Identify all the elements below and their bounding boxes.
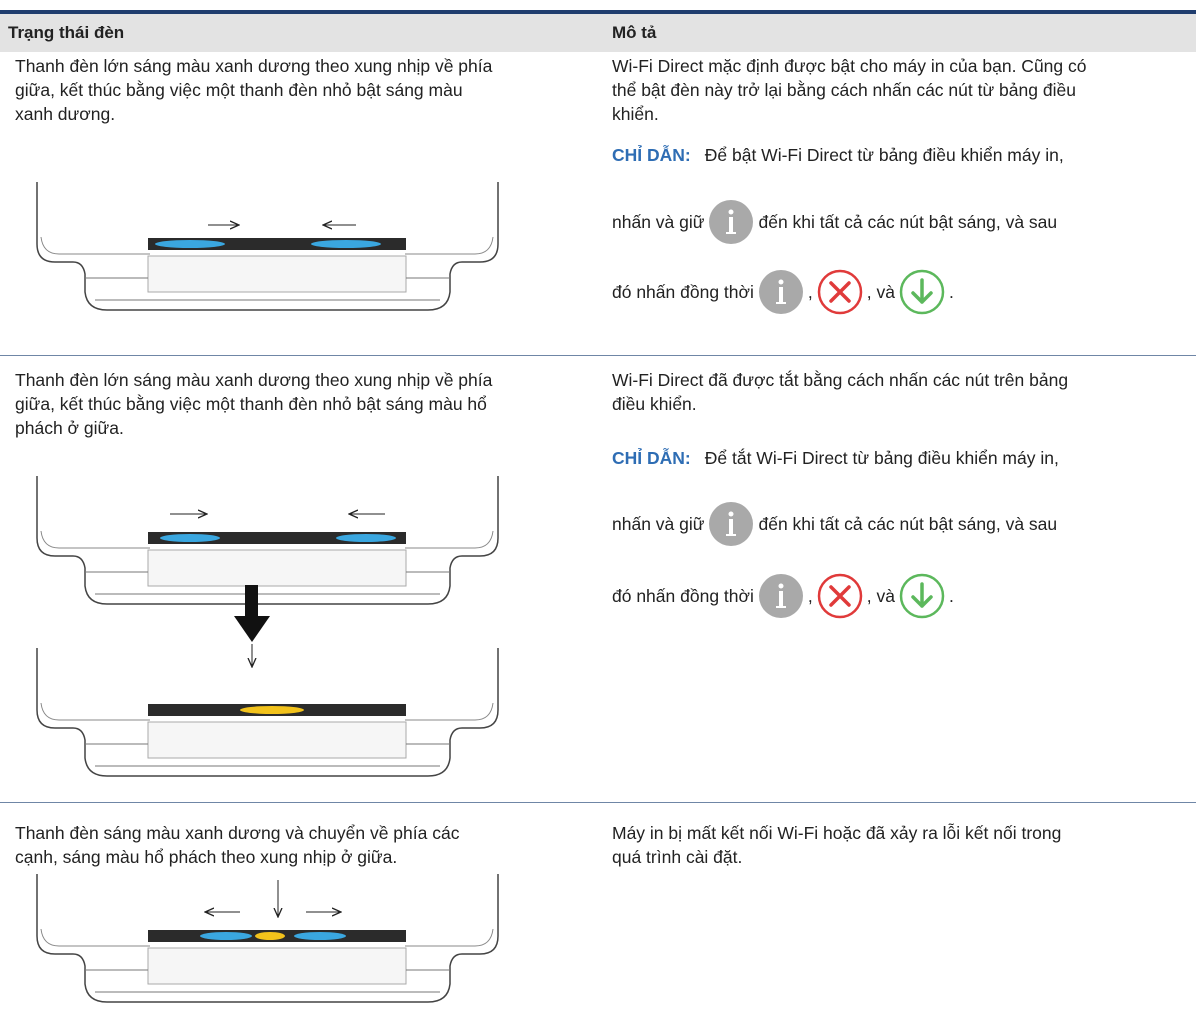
description-text: Wi-Fi Direct mặc định được bật cho máy i…	[612, 56, 1087, 76]
status-text: giữa, kết thúc bằng việc một thanh đèn n…	[15, 394, 487, 414]
note-text: đến khi tất cả các nút bật sáng, và sau	[758, 211, 1058, 232]
note-text: Để bật Wi-Fi Direct từ bảng điều khiển m…	[704, 144, 1064, 165]
note-line: CHỈ DẪN: Để tắt Wi-Fi Direct từ bảng điều…	[612, 433, 1059, 483]
description-text: Wi-Fi Direct đã được tắt bằng cách nhấn …	[612, 370, 1069, 390]
note-text: Để tắt Wi-Fi Direct từ bảng điều khiển m…	[704, 447, 1059, 468]
status-text: Thanh đèn lớn sáng màu xanh dương theo x…	[15, 56, 493, 76]
note-text: , và	[866, 281, 895, 302]
note-text: .	[948, 585, 954, 606]
note-text: nhấn và giữ	[612, 211, 705, 232]
note-text: ,	[807, 281, 813, 302]
status-text: Thanh đèn lớn sáng màu xanh dương theo x…	[15, 370, 493, 390]
header-cell: Trạng thái đèn	[8, 23, 125, 42]
note-line: đó nhấn đồng thời, , và.	[612, 267, 954, 317]
note-line: CHỈ DẪN: Để bật Wi-Fi Direct từ bảng điều…	[612, 130, 1064, 180]
cancel-button-icon	[817, 269, 862, 315]
note-label: CHỈ DẪN:	[612, 144, 691, 165]
header-cell: Mô tả	[612, 23, 657, 42]
note-text: đến khi tất cả các nút bật sáng, và sau	[758, 513, 1058, 534]
printer-illustration	[37, 182, 498, 310]
resume-button-icon	[899, 269, 945, 315]
resume-button-icon	[899, 573, 945, 619]
printer-illustration	[37, 874, 498, 1002]
info-button-icon	[758, 270, 803, 314]
info-button-icon	[709, 200, 754, 244]
status-text: phách ở giữa.	[15, 418, 124, 438]
info-button-icon	[709, 502, 754, 546]
printer-illustration	[37, 476, 498, 776]
note-text: nhấn và giữ	[612, 513, 705, 534]
note-text: , và	[866, 585, 895, 606]
note-line: nhấn và giữ đến khi tất cả các nút bật sá…	[612, 197, 1057, 247]
status-text: giữa, kết thúc bằng việc một thanh đèn n…	[15, 80, 463, 100]
description-text: khiển.	[612, 104, 659, 124]
note-text: đó nhấn đồng thời	[612, 281, 754, 302]
table-top-border	[0, 10, 1196, 14]
row-separator	[0, 802, 1196, 803]
note-line: nhấn và giữ đến khi tất cả các nút bật sá…	[612, 499, 1057, 549]
cancel-button-icon	[817, 573, 862, 619]
info-button-icon	[758, 574, 803, 618]
description-text: quá trình cài đặt.	[612, 847, 743, 867]
description-text: thể bật đèn này trở lại bằng cách nhấn c…	[612, 80, 1076, 100]
description-text: Máy in bị mất kết nối Wi-Fi hoặc đã xảy …	[612, 823, 1062, 843]
table-header	[0, 14, 1196, 52]
row-separator	[0, 355, 1196, 356]
note-text: ,	[807, 585, 813, 606]
status-text: Thanh đèn sáng màu xanh dương và chuyển …	[15, 823, 460, 843]
status-text: xanh dương.	[15, 104, 116, 124]
note-text: .	[948, 281, 954, 302]
note-label: CHỈ DẪN:	[612, 447, 691, 468]
description-text: điều khiển.	[612, 394, 697, 414]
note-text: đó nhấn đồng thời	[612, 585, 754, 606]
note-line: đó nhấn đồng thời, , và.	[612, 571, 954, 621]
status-text: cạnh, sáng màu hổ phách theo xung nhịp ở…	[15, 847, 398, 867]
